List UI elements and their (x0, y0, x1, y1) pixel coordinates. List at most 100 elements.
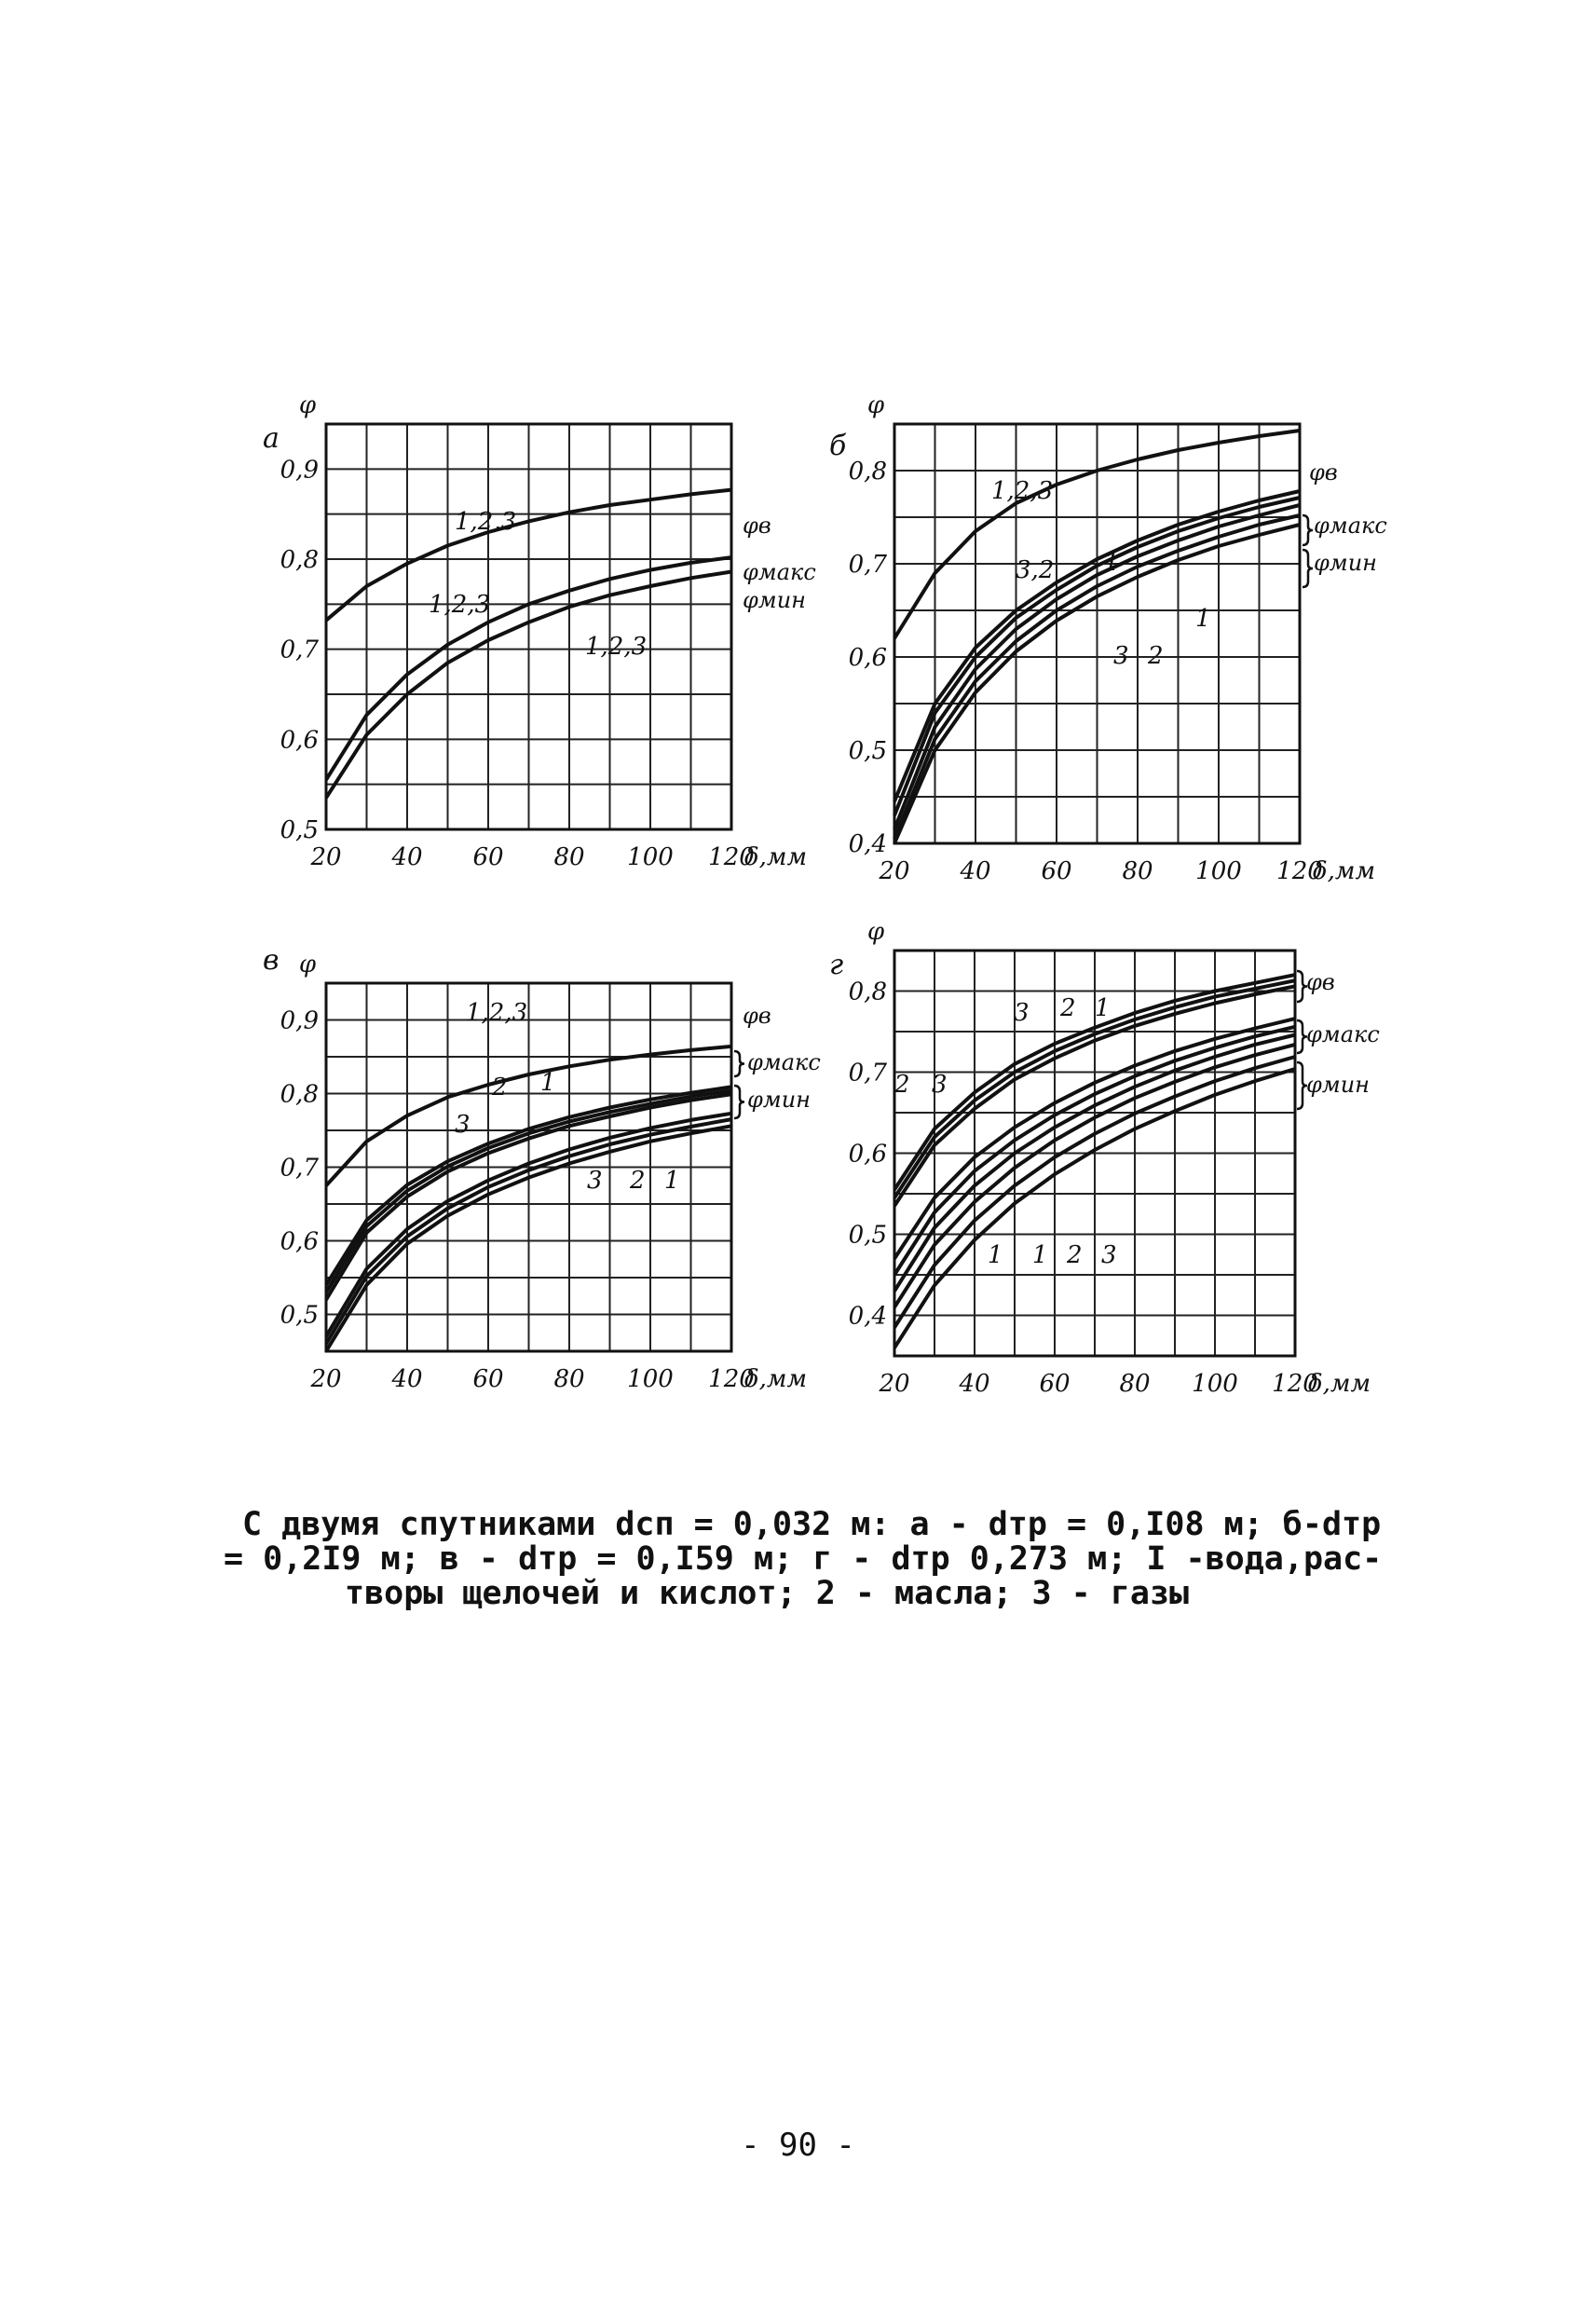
y-tick-label: 0,7 (849, 551, 888, 579)
x-tick-label: 120 (1276, 857, 1323, 885)
curve-annotation: 1 (988, 1241, 1003, 1269)
x-tick-label: 80 (553, 843, 584, 871)
y-axis-label: φ (299, 951, 317, 978)
curve-annotation: 3 (455, 1111, 471, 1139)
page-number: - 90 - (741, 2127, 855, 2164)
curve-annotation: 3 (1113, 642, 1129, 670)
x-tick-label: 60 (472, 1365, 503, 1393)
chart-panel-v: 0,5 0,6 0,7 0,8 0,9 20 40 60 80 100 120 φ δ,мм в 1,2,3… (263, 944, 821, 1393)
curve-annotation: 1 (1195, 605, 1211, 633)
series-line-4 (893, 1017, 1296, 1260)
y-tick-label: 0,5 (849, 737, 887, 765)
y-tick-label: 0,5 (280, 816, 319, 844)
legend-label: φмакс (1306, 1021, 1380, 1047)
group-brace (733, 1084, 745, 1120)
chart-panel-b: 0,4 0,5 0,6 0,7 0,8 20 40 60 80 100 120 φ δ,мм б 1,2,3… (829, 391, 1387, 885)
chart-panel-a: 0,5 0,6 0,7 0,8 0,9 20 40 60 80 100 120 φ δ,мм а 1,2,3… (263, 391, 816, 871)
legend-label: φмин (1314, 550, 1377, 576)
series-line-2 (893, 489, 1301, 802)
caption-line-2: = 0,2I9 м; в - dтр = 0,I59 м; г - dтр 0,… (224, 1540, 1383, 1578)
legend-label: φмин (1306, 1072, 1370, 1098)
x-tick-label: 20 (309, 843, 341, 871)
x-tick-label: 120 (708, 1365, 755, 1393)
y-tick-label: 0,9 (280, 1007, 319, 1035)
curve-annotation: 1 (664, 1167, 680, 1195)
curve-annotation: 1 (540, 1069, 556, 1097)
curve-annotation: 1 (1032, 1241, 1048, 1269)
group-brace (1296, 1060, 1308, 1111)
curve-annotation: 3,2 (1016, 556, 1054, 584)
curve-annotation: 2 (629, 1167, 646, 1195)
y-tick-label: 0,8 (280, 546, 319, 574)
series-line-6 (893, 1033, 1296, 1293)
figure: 0,5 0,6 0,7 0,8 0,9 20 40 60 80 100 120 φ δ,мм а 1,2,3… (263, 391, 1387, 1398)
legend-label: φмакс (1314, 513, 1387, 539)
curve-annotation: 3 (932, 1071, 948, 1099)
series-line-3 (893, 496, 1301, 816)
legend-label: φмакс (747, 1049, 821, 1075)
y-tick-label: 0,8 (849, 458, 887, 486)
panel-letter: г (829, 949, 843, 981)
y-tick-label: 0,6 (849, 644, 887, 672)
y-tick-label: 0,5 (280, 1302, 319, 1330)
legend-label: φмакс (743, 559, 816, 585)
series-line-9 (893, 1067, 1296, 1349)
panel-letter: б (829, 430, 847, 462)
series-line-7 (324, 1124, 732, 1353)
y-tick-label: 0,6 (849, 1141, 887, 1169)
curve-annotation: 1 (1104, 549, 1120, 577)
curve-annotation: 1,2,3 (466, 999, 527, 1027)
grid (325, 423, 732, 830)
x-tick-label: 40 (959, 857, 990, 885)
panel-letter: в (263, 944, 279, 977)
y-tick-label: 0,7 (849, 1060, 888, 1088)
curve-annotation: 2 (491, 1074, 508, 1101)
caption-line-3: творы щелочей и кислот; 2 - масла; 3 - г… (345, 1575, 1190, 1612)
x-axis-label: δ,мм (744, 1365, 807, 1393)
x-tick-label: 100 (1192, 1370, 1238, 1398)
plot-frame (893, 422, 1302, 845)
curve-annotation: 3 (1014, 999, 1030, 1027)
y-tick-label: 0,7 (280, 1155, 320, 1183)
legend-label: φмин (743, 587, 806, 613)
y-tick-label: 0,9 (280, 456, 319, 484)
curve-annotation: 2 (893, 1071, 910, 1099)
y-tick-label: 0,4 (849, 1303, 887, 1331)
curve-annotation: 2 (1059, 994, 1076, 1022)
plot-frame (893, 949, 1297, 1358)
legend-label: φв (743, 513, 771, 539)
y-axis-label: φ (299, 391, 317, 419)
x-tick-label: 60 (1041, 857, 1071, 885)
series-line-3 (324, 1088, 732, 1293)
panel-letter: а (263, 422, 280, 455)
series-line-4 (324, 1092, 732, 1301)
series-line-7 (893, 1042, 1296, 1308)
group-brace (1302, 513, 1314, 547)
legend-label: φв (743, 1003, 771, 1029)
y-axis-label: φ (867, 391, 885, 419)
x-tick-label: 40 (390, 843, 422, 871)
series-line-3 (893, 984, 1296, 1208)
y-tick-label: 0,6 (280, 1228, 319, 1256)
group-brace (1296, 1019, 1308, 1055)
curve-annotation: 1,2,3 (455, 508, 516, 536)
y-axis-label: φ (867, 918, 885, 946)
series-line-3 (324, 569, 732, 800)
series-line-1 (324, 487, 732, 622)
series-line-2 (324, 1085, 732, 1286)
series-line-5 (893, 513, 1301, 840)
x-tick-label: 40 (958, 1370, 989, 1398)
x-tick-label: 80 (553, 1365, 584, 1393)
grid (893, 423, 1301, 844)
series-line-5 (324, 1111, 732, 1338)
x-tick-label: 100 (1195, 857, 1242, 885)
x-tick-label: 100 (627, 1365, 674, 1393)
curve-annotation: 1,2,3 (991, 477, 1053, 505)
y-tick-label: 0,4 (849, 830, 887, 858)
plot-frame (324, 422, 733, 831)
x-tick-label: 120 (708, 843, 755, 871)
y-tick-label: 0,5 (849, 1222, 887, 1250)
legend-label: φв (1306, 969, 1335, 995)
x-axis-label: δ,мм (744, 843, 807, 871)
caption-line-1: С двумя спутниками dсп = 0,032 м: а - dт… (242, 1506, 1382, 1543)
